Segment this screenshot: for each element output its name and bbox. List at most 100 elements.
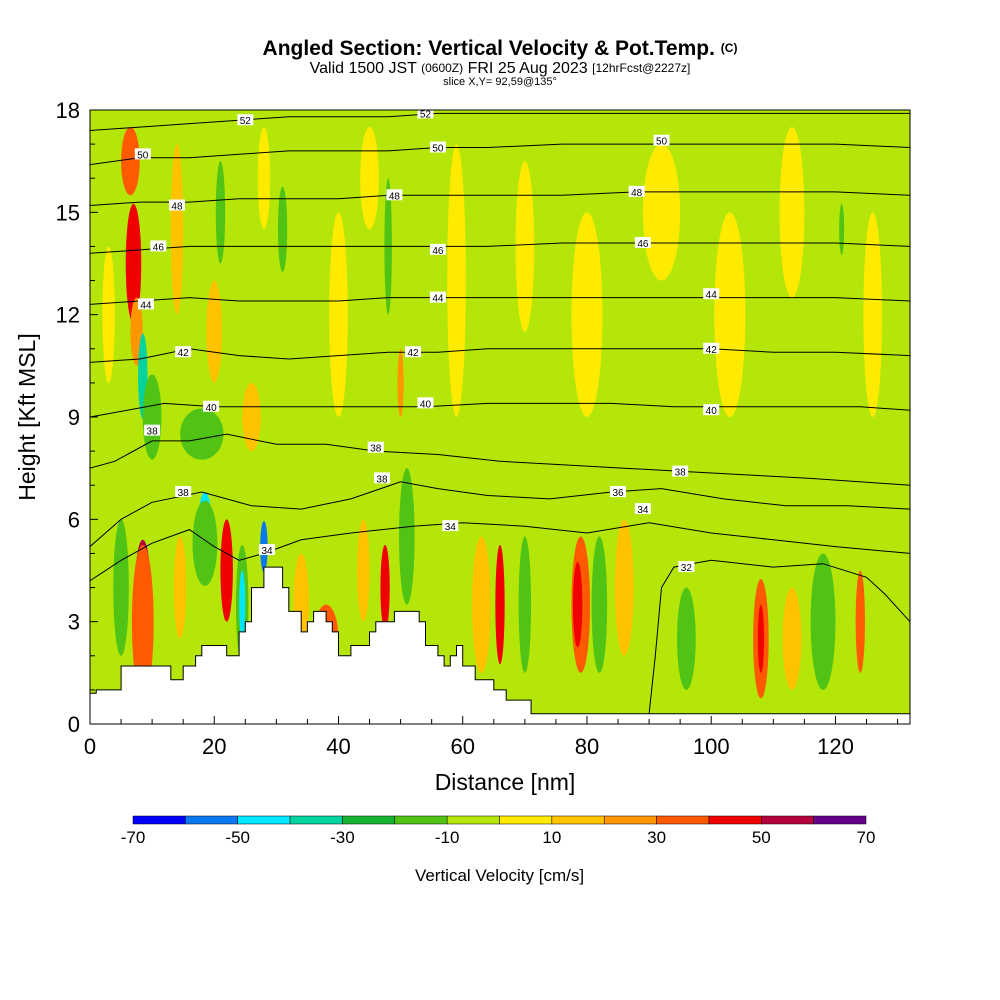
theta-contour-label: 38 bbox=[178, 488, 190, 499]
velocity-cell bbox=[220, 519, 233, 622]
velocity-cell bbox=[102, 246, 115, 383]
colorbar-bin bbox=[708, 815, 762, 825]
velocity-cell bbox=[380, 544, 390, 631]
velocity-cell bbox=[472, 536, 491, 673]
theta-contour-label-bg bbox=[417, 397, 434, 409]
theta-contour-label: 52 bbox=[420, 109, 432, 120]
theta-contour-label-group: 52 bbox=[417, 109, 434, 120]
velocity-cell bbox=[757, 604, 765, 673]
theta-contour-label: 44 bbox=[432, 294, 444, 305]
colorbar-bin bbox=[237, 815, 291, 825]
theta-contour-label-group: 50 bbox=[653, 134, 670, 148]
colorbar-bin bbox=[656, 815, 710, 825]
theta-contour-label-bg bbox=[386, 189, 403, 201]
slice-label: slice X,Y= 92,59@135° bbox=[443, 76, 557, 88]
velocity-cell bbox=[518, 536, 532, 673]
x-tick-label: 40 bbox=[326, 734, 350, 759]
theta-contour-label-group: 48 bbox=[628, 185, 645, 199]
theta-contour-label: 34 bbox=[445, 522, 457, 533]
theta-contour-label-bg bbox=[367, 441, 384, 453]
theta-contour-label-bg bbox=[628, 185, 645, 197]
chart-subtitle: Valid 1500 JST (0600Z) FRI 25 Aug 2023 [… bbox=[309, 60, 691, 77]
theta-contour-label-group: 38 bbox=[672, 465, 689, 479]
theta-contour-label-group: 46 bbox=[634, 237, 651, 250]
velocity-cell bbox=[257, 127, 271, 230]
velocity-cell bbox=[863, 212, 883, 417]
velocity-cell bbox=[447, 144, 466, 418]
theta-contour-label-group: 46 bbox=[429, 243, 446, 257]
theta-contour-label-group: 44 bbox=[703, 288, 720, 301]
theta-contour-label-bg bbox=[175, 346, 192, 358]
theta-contour-label-group: 38 bbox=[175, 486, 192, 499]
theta-contour-label-bg bbox=[168, 199, 185, 211]
theta-contour-label-group: 50 bbox=[429, 141, 446, 155]
y-tick-label: 9 bbox=[68, 405, 80, 430]
y-tick-label: 15 bbox=[56, 200, 80, 225]
theta-contour-label-bg bbox=[429, 141, 446, 153]
velocity-cell bbox=[779, 127, 805, 298]
theta-contour-label-bg bbox=[634, 237, 651, 249]
theta-contour-label: 44 bbox=[140, 300, 152, 311]
theta-contour-label-bg bbox=[703, 404, 720, 416]
theta-contour-label-bg bbox=[678, 561, 695, 573]
theta-contour-label-bg bbox=[203, 400, 220, 412]
theta-contour-label: 48 bbox=[171, 202, 183, 213]
colorbar-title: Vertical Velocity [cm/s] bbox=[415, 866, 584, 885]
velocity-cell bbox=[215, 161, 226, 264]
velocity-cell bbox=[571, 212, 603, 417]
theta-contour-label-bg bbox=[150, 240, 167, 252]
velocity-cell bbox=[329, 212, 348, 417]
velocity-cell bbox=[170, 144, 184, 315]
theta-contour-label: 40 bbox=[706, 406, 718, 417]
velocity-cell bbox=[839, 203, 845, 255]
colorbar-bin bbox=[551, 815, 605, 825]
colorbar-bin bbox=[761, 815, 814, 825]
x-tick-label: 60 bbox=[450, 734, 474, 759]
theta-contour-38 bbox=[90, 433, 910, 486]
theta-contour-label-bg bbox=[610, 486, 627, 498]
theta-contour-label-bg bbox=[137, 298, 154, 310]
velocity-cell bbox=[642, 144, 681, 281]
theta-contour-label-group: 34 bbox=[442, 520, 459, 533]
theta-contour-label-bg bbox=[175, 486, 192, 498]
theta-contour-52 bbox=[90, 112, 910, 131]
theta-contour-label: 38 bbox=[675, 468, 687, 479]
colorbar-bin bbox=[603, 815, 657, 825]
plot-area: 32 34 34 34 36 38 38 38 38 38 40 40 40 42 42 42 44 44 44 46… bbox=[90, 109, 910, 724]
theta-contour-label-group: 42 bbox=[703, 342, 720, 356]
theta-contour-label-group: 42 bbox=[175, 346, 192, 359]
velocity-cell bbox=[239, 570, 246, 639]
theta-contour-label: 50 bbox=[137, 150, 149, 161]
y-tick-label: 3 bbox=[68, 610, 80, 635]
velocity-cell bbox=[714, 212, 746, 417]
velocity-cell bbox=[277, 186, 288, 273]
y-tick-label: 6 bbox=[68, 507, 80, 532]
velocity-cell bbox=[855, 570, 865, 673]
colorbar-tick-label: -30 bbox=[330, 828, 355, 847]
velocity-cell bbox=[357, 519, 370, 622]
x-tick-label: 80 bbox=[575, 734, 599, 759]
title-units: (C) bbox=[720, 41, 738, 55]
theta-contour-label-bg bbox=[442, 520, 459, 532]
theta-contour-label: 48 bbox=[389, 191, 401, 202]
theta-contour-label: 50 bbox=[432, 144, 444, 155]
theta-contour-label-group: 42 bbox=[405, 346, 422, 359]
colorbar-bin bbox=[185, 815, 238, 825]
theta-contour-label: 42 bbox=[178, 348, 190, 359]
theta-contour-label-bg bbox=[653, 134, 670, 146]
velocity-cell bbox=[142, 374, 162, 460]
theta-contour-label-group: 48 bbox=[168, 199, 185, 213]
theta-contour-label-group: 34 bbox=[259, 544, 276, 557]
theta-contour-label-group: 34 bbox=[634, 503, 651, 516]
theta-contour-40 bbox=[90, 402, 910, 418]
theta-contour-label: 34 bbox=[637, 505, 649, 516]
colorbar-bin bbox=[813, 815, 867, 825]
velocity-cell bbox=[242, 382, 261, 452]
velocity-cell bbox=[360, 127, 379, 230]
theta-contour-label-bg bbox=[373, 472, 390, 484]
theta-contour-label: 38 bbox=[370, 444, 382, 455]
velocity-cell bbox=[397, 348, 404, 417]
valid-zulu: (0600Z) bbox=[421, 61, 464, 75]
velocity-cell bbox=[173, 536, 187, 639]
colorbar-bin bbox=[342, 815, 396, 825]
